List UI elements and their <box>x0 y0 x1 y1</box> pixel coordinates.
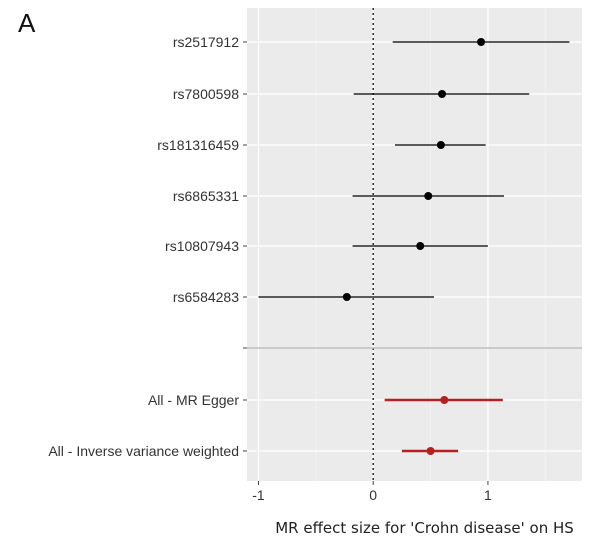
y-axis-labels: rs2517912 rs7800598 rs181316459 rs6865331 rs… <box>48 34 247 459</box>
snp-label: rs10807943 <box>165 238 239 254</box>
snp-point <box>477 38 486 46</box>
snp-point <box>438 90 447 98</box>
summary-point <box>426 447 435 455</box>
snp-label: rs181316459 <box>157 137 239 153</box>
summary-point <box>440 396 449 404</box>
snp-point <box>424 192 433 200</box>
snp-label: rs2517912 <box>173 34 239 50</box>
snp-label: rs6865331 <box>173 188 239 204</box>
panel-letter: A <box>18 8 36 38</box>
x-tick-label: 0 <box>369 487 377 503</box>
x-tick-label: -1 <box>252 487 265 503</box>
snp-point <box>436 141 445 149</box>
snp-point <box>342 293 351 301</box>
estimates <box>258 38 570 455</box>
snp-label: rs7800598 <box>173 86 239 102</box>
summary-label: All - Inverse variance weighted <box>48 443 239 459</box>
snp-point <box>416 242 425 250</box>
summary-label: All - MR Egger <box>148 392 239 408</box>
plot-background <box>247 8 582 481</box>
x-tick-label: 1 <box>484 487 492 503</box>
x-axis-label: MR effect size for 'Crohn disease' on HS <box>275 519 574 537</box>
snp-label: rs6584283 <box>173 289 239 305</box>
x-axis: -1 0 1 <box>252 481 492 503</box>
